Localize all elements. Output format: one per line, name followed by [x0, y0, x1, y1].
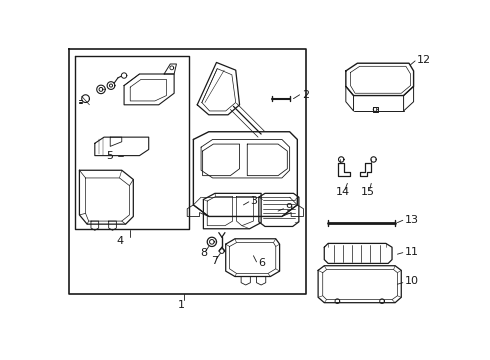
Text: 14: 14 [336, 187, 350, 197]
Text: 11: 11 [404, 247, 418, 257]
Text: 12: 12 [416, 55, 431, 65]
Text: 9: 9 [285, 203, 292, 213]
Text: 6: 6 [258, 258, 265, 269]
Text: 4: 4 [117, 236, 124, 246]
Text: 7: 7 [211, 256, 218, 266]
Text: 5: 5 [106, 152, 113, 161]
Text: 8: 8 [200, 248, 207, 258]
Text: 10: 10 [404, 276, 418, 286]
Text: 13: 13 [404, 215, 418, 225]
Text: 15: 15 [361, 187, 374, 197]
Text: 1: 1 [178, 300, 185, 310]
Text: 3: 3 [250, 196, 257, 206]
Text: 2: 2 [302, 90, 309, 100]
